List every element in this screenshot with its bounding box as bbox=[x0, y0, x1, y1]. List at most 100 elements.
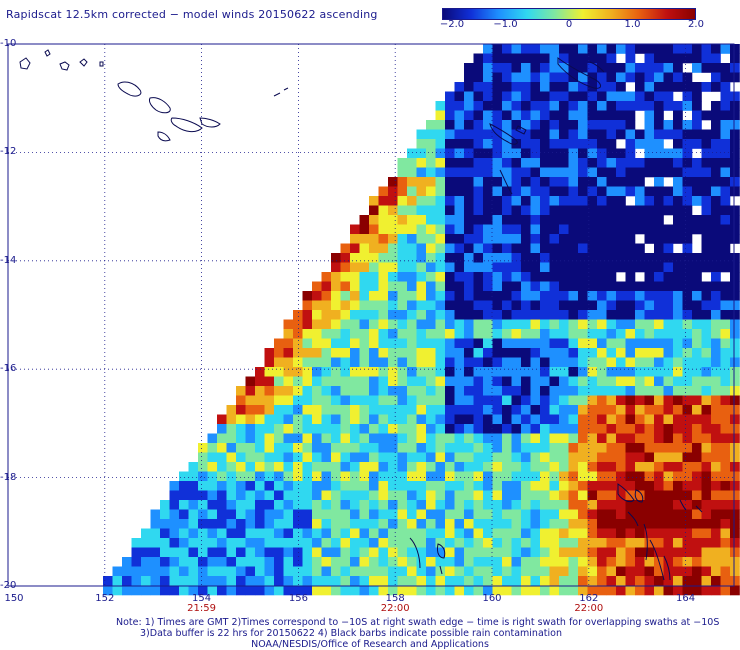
swath-cell bbox=[226, 538, 237, 548]
swath-cell bbox=[397, 253, 408, 263]
swath-cell bbox=[549, 44, 560, 54]
swath-cell bbox=[730, 376, 740, 387]
swath-cell bbox=[464, 405, 474, 415]
swath-cell bbox=[454, 424, 465, 434]
swath-cell bbox=[274, 405, 284, 415]
swath-cell bbox=[340, 405, 351, 415]
swath-cell bbox=[331, 433, 341, 444]
swath-cell bbox=[644, 424, 655, 434]
swath-cell bbox=[369, 547, 379, 558]
swath-cell bbox=[568, 338, 579, 349]
swath-cell bbox=[673, 101, 683, 111]
swath-cell bbox=[321, 367, 332, 377]
swath-cell bbox=[720, 291, 731, 301]
swath-cell bbox=[587, 177, 598, 187]
swath-cell bbox=[445, 500, 455, 510]
swath-cell bbox=[407, 386, 417, 396]
swath-cell bbox=[302, 433, 313, 444]
swath-cell bbox=[540, 462, 550, 472]
swath-cell bbox=[682, 519, 693, 529]
swath-cell bbox=[720, 319, 731, 330]
coastline bbox=[79, 58, 88, 67]
swath-cell bbox=[312, 585, 322, 596]
swath-cell bbox=[730, 433, 740, 444]
swath-cell bbox=[150, 528, 161, 539]
swath-cell bbox=[692, 139, 702, 149]
swath-cell bbox=[587, 205, 598, 216]
swath-cell bbox=[369, 348, 379, 358]
swath-cell bbox=[692, 291, 702, 301]
swath-cell bbox=[388, 452, 398, 463]
swath-cell bbox=[350, 300, 360, 311]
swath-cell bbox=[568, 310, 579, 320]
swath-cell bbox=[521, 167, 531, 178]
swath-cell bbox=[359, 215, 370, 225]
swath-cell bbox=[578, 528, 588, 539]
swath-cell bbox=[454, 291, 465, 301]
swath-cell bbox=[492, 414, 503, 425]
swath-cell bbox=[245, 386, 256, 396]
swath-cell bbox=[264, 424, 275, 434]
swath-cell bbox=[473, 167, 484, 178]
swath-cell bbox=[597, 405, 607, 415]
swath-cell bbox=[673, 63, 683, 73]
swath-cell bbox=[521, 243, 531, 254]
swath-cell bbox=[464, 319, 474, 330]
swath-cell bbox=[635, 424, 645, 434]
swath-cell bbox=[331, 281, 341, 292]
swath-cell bbox=[701, 424, 712, 434]
swath-cell bbox=[169, 509, 180, 520]
swath-cell bbox=[445, 224, 455, 235]
swath-cell bbox=[331, 452, 341, 463]
swath-cell bbox=[711, 82, 721, 92]
swath-cell bbox=[350, 291, 360, 301]
swath-cell bbox=[682, 376, 693, 387]
swath-cell bbox=[530, 148, 541, 159]
swath-cell bbox=[730, 414, 740, 425]
swath-cell bbox=[426, 557, 436, 567]
swath-cell bbox=[568, 566, 579, 577]
swath-cell bbox=[407, 405, 417, 415]
swath-cell bbox=[540, 557, 550, 567]
swath-cell bbox=[597, 528, 607, 539]
swath-cell bbox=[226, 414, 237, 425]
swath-cell bbox=[654, 509, 664, 520]
swath-cell bbox=[454, 376, 465, 387]
swath-cell bbox=[426, 129, 436, 140]
swath-cell bbox=[454, 547, 465, 558]
swath-cell bbox=[131, 547, 142, 558]
swath-cell bbox=[711, 490, 721, 501]
swath-cell bbox=[103, 585, 113, 596]
latitude-label: -18 bbox=[0, 471, 17, 483]
swath-cell bbox=[416, 281, 427, 292]
swath-cell bbox=[511, 110, 522, 121]
swath-cell bbox=[397, 405, 408, 415]
swath-cell bbox=[692, 338, 702, 349]
swath-cell bbox=[644, 63, 655, 73]
swath-cell bbox=[606, 310, 617, 320]
swath-cell bbox=[435, 262, 446, 273]
swath-cell bbox=[369, 243, 379, 254]
swath-cell bbox=[350, 281, 360, 292]
swath-cell bbox=[312, 576, 322, 586]
swath-cell bbox=[407, 367, 417, 377]
swath-cell bbox=[625, 557, 636, 567]
swath-cell bbox=[530, 243, 541, 254]
swath-cell bbox=[606, 300, 617, 311]
swath-cell bbox=[483, 490, 493, 501]
swath-cell bbox=[502, 471, 512, 482]
swath-cell bbox=[293, 452, 303, 463]
swath-cell bbox=[473, 433, 484, 444]
swath-cell bbox=[701, 471, 712, 482]
swath-cell bbox=[682, 462, 693, 472]
swath-cell bbox=[407, 234, 417, 244]
swath-cell bbox=[416, 310, 427, 320]
swath-cell bbox=[720, 538, 731, 548]
swath-cell bbox=[673, 44, 683, 54]
swath-cell bbox=[663, 186, 674, 197]
swath-cell bbox=[340, 462, 351, 472]
swath-cell bbox=[388, 557, 398, 567]
swath-cell bbox=[530, 262, 541, 273]
swath-cell bbox=[483, 120, 493, 130]
swath-cell bbox=[644, 101, 655, 111]
